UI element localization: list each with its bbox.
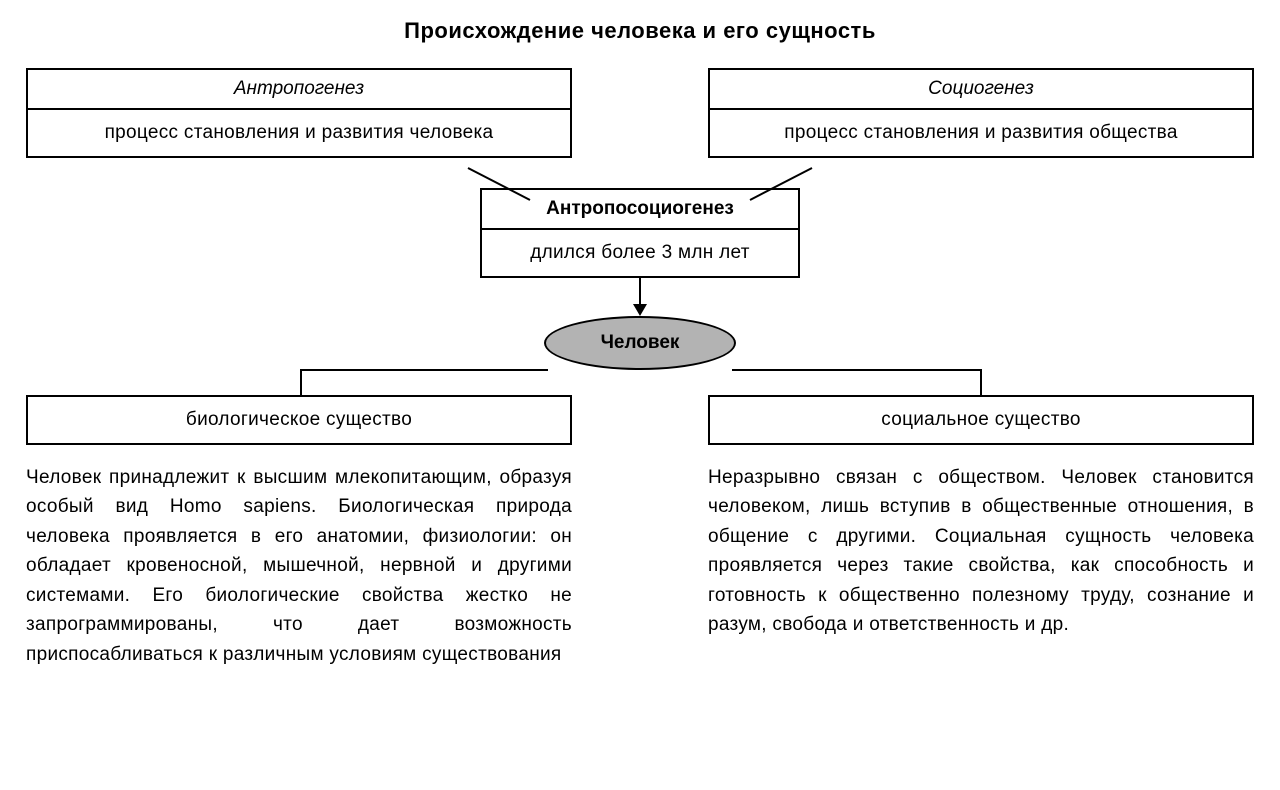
box-body: социальное существо <box>710 397 1252 443</box>
arrow-down-icon <box>633 304 647 316</box>
paragraph-biological: Человек принадлежит к высшим млекопитающ… <box>26 463 572 669</box>
box-body: длился более 3 млн лет <box>482 230 798 276</box>
box-header: Антропогенез <box>28 70 570 110</box>
box-header: Антропосоциогенез <box>482 190 798 230</box>
box-sociogenesis: Социогенез процесс становления и развити… <box>708 68 1254 158</box>
arrow-stem <box>639 278 641 304</box>
branch-line <box>980 369 982 395</box>
box-biological-being: биологическое существо <box>26 395 572 445</box>
box-anthropogenesis: Антропогенез процесс становления и разви… <box>26 68 572 158</box>
box-body: биологическое существо <box>28 397 570 443</box>
top-row: Антропогенез процесс становления и разви… <box>0 68 1280 158</box>
box-body: процесс становления и развития общества <box>710 110 1252 156</box>
branch-line <box>300 369 548 371</box>
box-anthroposociogenesis: Антропосоциогенез длился более 3 млн лет <box>480 188 800 278</box>
branch-line <box>732 369 980 371</box>
paragraph-social: Неразрывно связан с обществом. Человек с… <box>708 463 1254 669</box>
box-body: процесс становления и развития человека <box>28 110 570 156</box>
diagram-title: Происхождение человека и его сущность <box>0 0 1280 68</box>
bottom-row: биологическое существо социальное сущест… <box>0 395 1280 445</box>
branch-line <box>300 369 302 395</box>
box-header: Социогенез <box>710 70 1252 110</box>
box-social-being: социальное существо <box>708 395 1254 445</box>
ellipse-human: Человек <box>544 316 736 370</box>
paragraphs-row: Человек принадлежит к высшим млекопитающ… <box>0 445 1280 669</box>
